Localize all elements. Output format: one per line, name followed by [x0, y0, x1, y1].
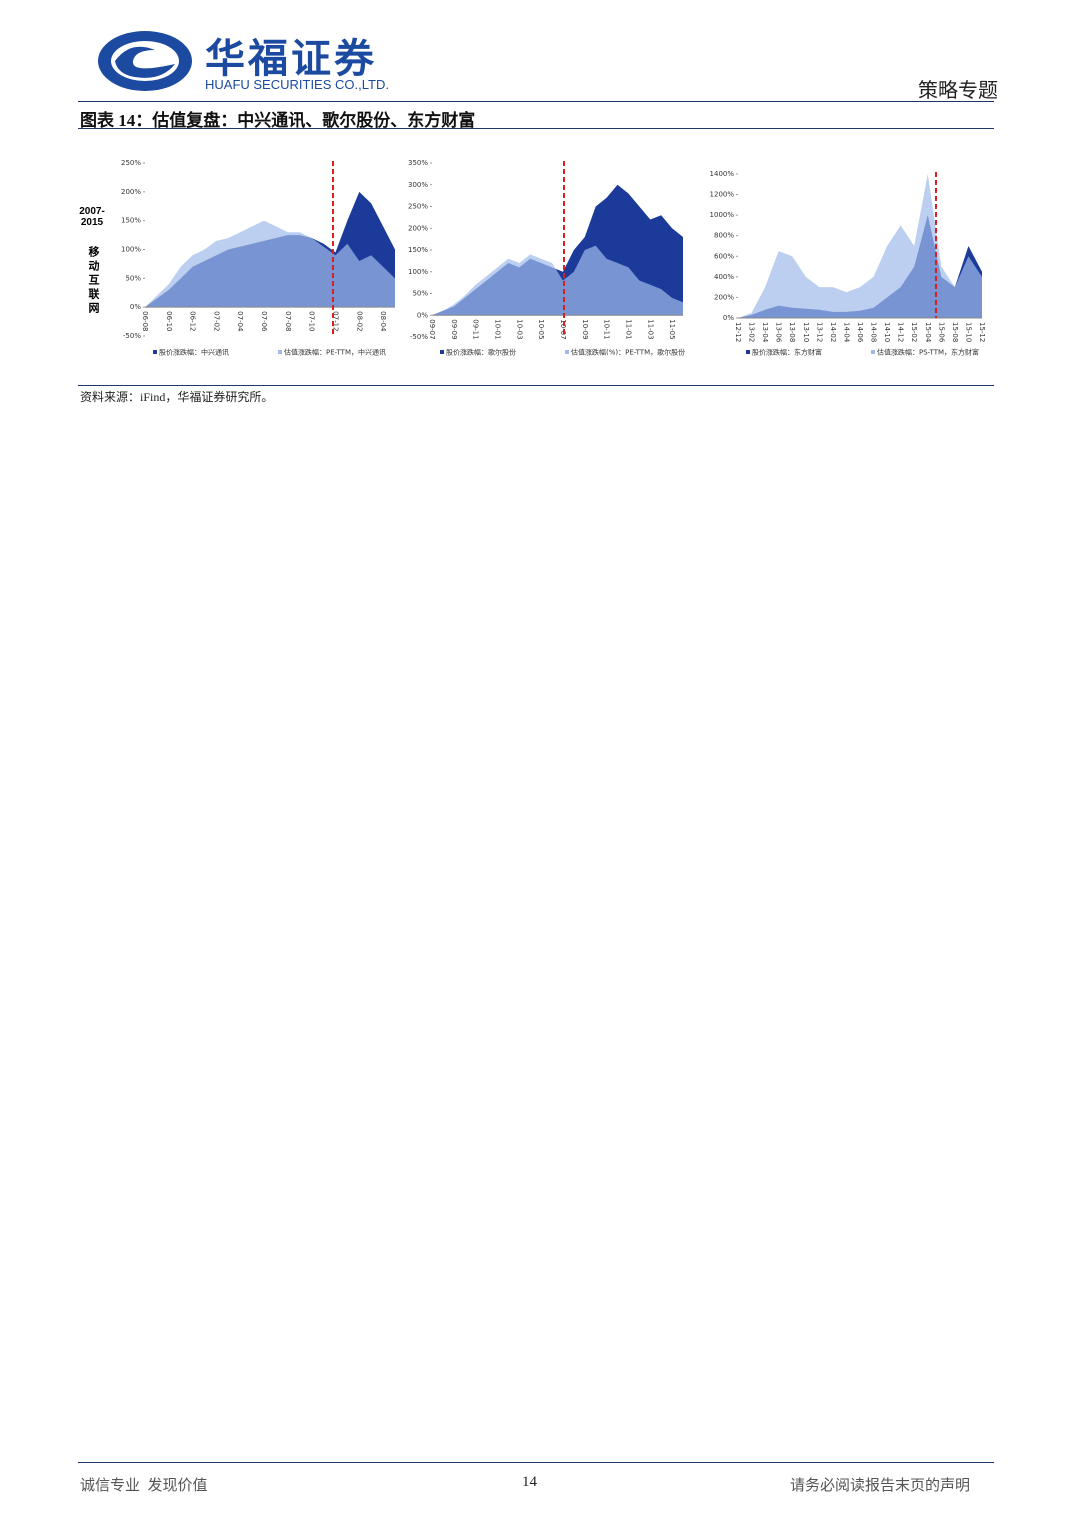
y-tick-label: 1400% [710, 170, 735, 178]
y-tick-label: 800% [714, 232, 734, 240]
x-tick-label: 11-03 [646, 319, 654, 339]
x-tick-label: 06-12 [189, 311, 197, 331]
legend-swatch [871, 350, 875, 354]
header-rule [78, 101, 994, 102]
y-tick-label: 0% [417, 311, 428, 319]
x-tick-label: 13-10 [802, 322, 810, 342]
area [738, 174, 982, 318]
x-tick-label: 07-06 [260, 311, 268, 332]
x-tick-label: 12-12 [734, 322, 742, 342]
x-tick-label: 06-10 [165, 311, 173, 331]
legend-swatch [440, 350, 444, 354]
y-tick-label: 250% [121, 159, 141, 167]
y-tick-label: 100% [121, 246, 141, 254]
x-tick-label: 09-07 [428, 319, 436, 339]
x-tick-label: 14-06 [856, 322, 864, 343]
x-tick-label: 07-12 [331, 311, 339, 331]
charts: -50% 0% 50% 100% 150% 200% 250% 06-08 06-10 06-12… [121, 159, 986, 357]
legend-label: 股价涨跌幅：中兴通讯 [159, 348, 229, 357]
x-tick-label: 06-08 [141, 311, 149, 331]
x-tick-label: 14-04 [842, 322, 850, 343]
source: 资料来源：iFind，华福证券研究所。 [80, 390, 274, 404]
x-tick-label: 08-04 [379, 311, 387, 332]
y-tick-label: 50% [125, 274, 141, 282]
y-tick-label: 150% [121, 217, 141, 225]
x-tick-label: 11-05 [668, 319, 676, 339]
y-tick-label: 200% [121, 188, 141, 196]
x-tick-label: 13-06 [775, 322, 783, 343]
footer-disclaimer: 请务必阅读报告末页的声明 [790, 1478, 971, 1494]
x-tick-label: 13-08 [788, 322, 796, 342]
company-en: HUAFU SECURITIES CO.,LTD. [205, 77, 389, 92]
legend-label: 估值涨跌幅：PS-TTM，东方财富 [877, 348, 979, 357]
x-tick-label: 15-06 [937, 322, 945, 343]
y-tick-label: 300% [408, 181, 428, 189]
x-tick-label: 15-02 [910, 322, 918, 342]
footer-rule [78, 1462, 994, 1463]
legend-label: 估值涨跌幅：PE-TTM，中兴通讯 [284, 348, 386, 357]
x-tick-label: 07-08 [284, 311, 292, 331]
x-tick-label: 10-11 [603, 319, 611, 339]
legend-label: 股价涨跌幅：东方财富 [752, 348, 822, 357]
x-tick-label: 13-02 [748, 322, 756, 342]
x-tick-label: 14-02 [829, 322, 837, 342]
x-tick-label: 15-10 [964, 322, 972, 342]
page-number: 14 [522, 1474, 537, 1490]
legend-swatch [153, 350, 157, 354]
y-tick-label: 200% [714, 293, 734, 301]
x-tick-label: 09-11 [472, 319, 480, 339]
source-rule [78, 385, 994, 386]
legend-label: 估值涨跌幅(%)：PE-TTM，歌尔股份 [571, 348, 685, 357]
x-tick-label: 14-08 [870, 322, 878, 342]
x-tick-label: 07-10 [308, 311, 316, 331]
legend-swatch [746, 350, 750, 354]
y-tick-label: 1000% [710, 211, 735, 219]
y-tick-label: 100% [408, 268, 428, 276]
x-tick-label: 08-02 [355, 311, 363, 331]
x-tick-label: 13-12 [815, 322, 823, 342]
figure-title: 图表 14：估值复盘：中兴通讯、歌尔股份、东方财富 [80, 111, 476, 130]
x-tick-label: 10-01 [493, 319, 501, 339]
y-tick-label: -50% [123, 332, 141, 340]
x-tick-label: 10-07 [559, 319, 567, 339]
y-tick-label: 0% [723, 314, 734, 322]
x-tick-label: 10-05 [537, 319, 545, 339]
legend-swatch [565, 350, 569, 354]
y-tick-label: 600% [714, 252, 734, 260]
footer-motto: 诚信专业 发现价值 [80, 1478, 208, 1494]
y-tick-label: 150% [408, 246, 428, 254]
x-tick-label: 14-12 [897, 322, 905, 342]
x-tick-label: 09-09 [450, 319, 458, 339]
x-tick-label: 14-10 [883, 322, 891, 342]
y-tick-label: -50% [410, 333, 428, 341]
x-tick-label: 11-01 [624, 319, 632, 339]
area [432, 245, 683, 316]
side-years: 2007-2015 [79, 206, 105, 228]
y-tick-label: 200% [408, 224, 428, 232]
section: 策略专题 [918, 80, 998, 102]
x-tick-label: 07-02 [212, 311, 220, 331]
x-tick-label: 15-08 [951, 322, 959, 342]
x-tick-label: 13-04 [761, 322, 769, 343]
logo [98, 31, 192, 91]
x-tick-label: 15-12 [978, 322, 986, 342]
y-tick-label: 400% [714, 273, 734, 281]
side-topic: 移动互联网 [87, 246, 99, 316]
y-tick-label: 0% [130, 303, 141, 311]
y-tick-label: 350% [408, 159, 428, 167]
x-tick-label: 10-03 [515, 319, 523, 339]
company-cn: 华福证券 [205, 36, 377, 81]
y-tick-label: 250% [408, 203, 428, 211]
legend-swatch [278, 350, 282, 354]
x-tick-label: 15-04 [924, 322, 932, 343]
y-tick-label: 50% [412, 290, 428, 298]
title-rule [78, 128, 994, 129]
legend-label: 股价涨跌幅：歌尔股份 [446, 348, 516, 357]
y-tick-label: 1200% [710, 191, 735, 199]
x-tick-label: 07-04 [236, 311, 244, 332]
x-tick-label: 10-09 [581, 319, 589, 339]
